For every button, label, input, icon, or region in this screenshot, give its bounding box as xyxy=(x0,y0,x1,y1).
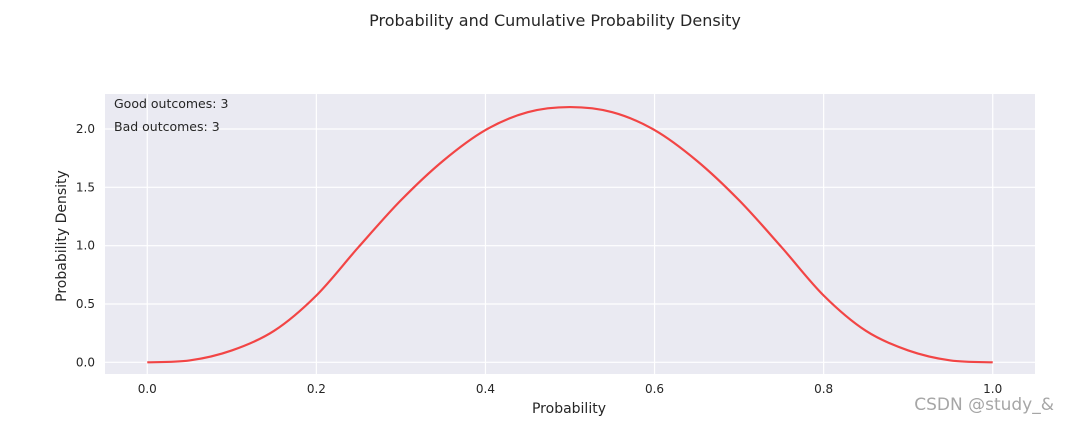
y-tick-labels: 0.0 0.5 1.0 1.5 2.0 xyxy=(76,122,95,369)
y-tick-label: 1.0 xyxy=(76,239,95,253)
x-tick-label: 0.8 xyxy=(814,382,833,396)
grid xyxy=(105,94,1035,374)
x-tick-label: 0.6 xyxy=(645,382,664,396)
y-tick-label: 0.5 xyxy=(76,297,95,311)
density-curve xyxy=(147,105,993,364)
x-tick-labels: 0.0 0.2 0.4 0.6 0.8 1.0 xyxy=(138,382,1003,396)
x-tick-label: 0.2 xyxy=(307,382,326,396)
x-tick-label: 1.0 xyxy=(983,382,1002,396)
chart-title: Probability and Cumulative Probability D… xyxy=(369,11,741,30)
y-tick-label: 1.5 xyxy=(76,180,95,194)
x-tick-label: 0.4 xyxy=(476,382,495,396)
plot-background xyxy=(105,94,1035,374)
x-axis-label: Probability xyxy=(532,401,606,417)
watermark: CSDN @study_& xyxy=(914,395,1054,415)
annotation-bad-outcomes: Bad outcomes: 3 xyxy=(114,119,220,134)
y-axis-label: Probability Density xyxy=(54,170,70,302)
x-tick-label: 0.0 xyxy=(138,382,157,396)
y-tick-label: 0.0 xyxy=(76,355,95,369)
annotation-good-outcomes: Good outcomes: 3 xyxy=(114,96,228,111)
y-tick-label: 2.0 xyxy=(76,122,95,136)
